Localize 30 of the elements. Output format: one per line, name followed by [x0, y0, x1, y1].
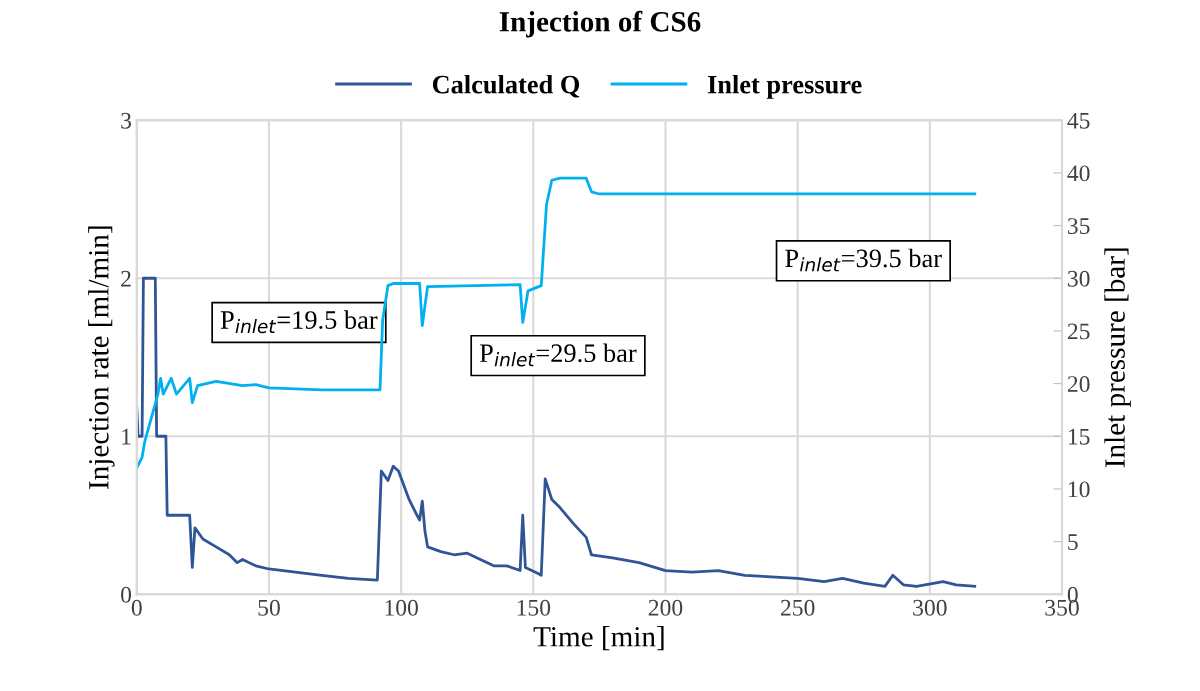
x-axis-title: Time [min]: [533, 626, 664, 651]
annotation: P$_{inlet}$=29.5 bar: [479, 343, 637, 367]
y-tick-label: 3: [121, 112, 132, 129]
x-tick-label: 150: [517, 599, 551, 616]
annotation: P$_{inlet}$=39.5 bar: [785, 248, 942, 272]
y2-axis-title: Inlet pressure [bar]: [1104, 248, 1131, 468]
legend-label: Inlet pressure: [707, 74, 862, 99]
y2-tick-label: 35: [1067, 218, 1090, 234]
y2-tick-label: 45: [1067, 112, 1090, 129]
x-tick-label: 250: [780, 599, 815, 616]
y2-tick-label: 40: [1067, 165, 1090, 182]
line-series: [136, 276, 977, 588]
y-tick-label: 1: [122, 428, 131, 445]
y-axis-title: Injection rate [ml/min]: [88, 226, 115, 490]
y-tick-label: 0: [121, 586, 132, 603]
annotation: P$_{inlet}$=19.5 bar: [220, 310, 378, 334]
line-series: [136, 176, 977, 470]
y2-tick-label: 5: [1068, 534, 1078, 551]
chart-title: Injection of CS6: [499, 10, 701, 38]
y2-tick-label: 30: [1067, 270, 1090, 287]
y2-tick-label: 20: [1067, 376, 1090, 393]
x-tick-label: 300: [913, 599, 947, 616]
y2-tick-label: 15: [1068, 428, 1090, 445]
y2-tick-label: 25: [1067, 323, 1090, 340]
legend-label: Calculated Q: [432, 74, 580, 98]
x-tick-label: 100: [385, 599, 418, 616]
x-tick-label: 200: [648, 599, 683, 616]
y2-tick-label: 10: [1068, 481, 1090, 498]
x-tick-label: 50: [258, 599, 280, 616]
y-tick-label: 2: [121, 270, 131, 287]
